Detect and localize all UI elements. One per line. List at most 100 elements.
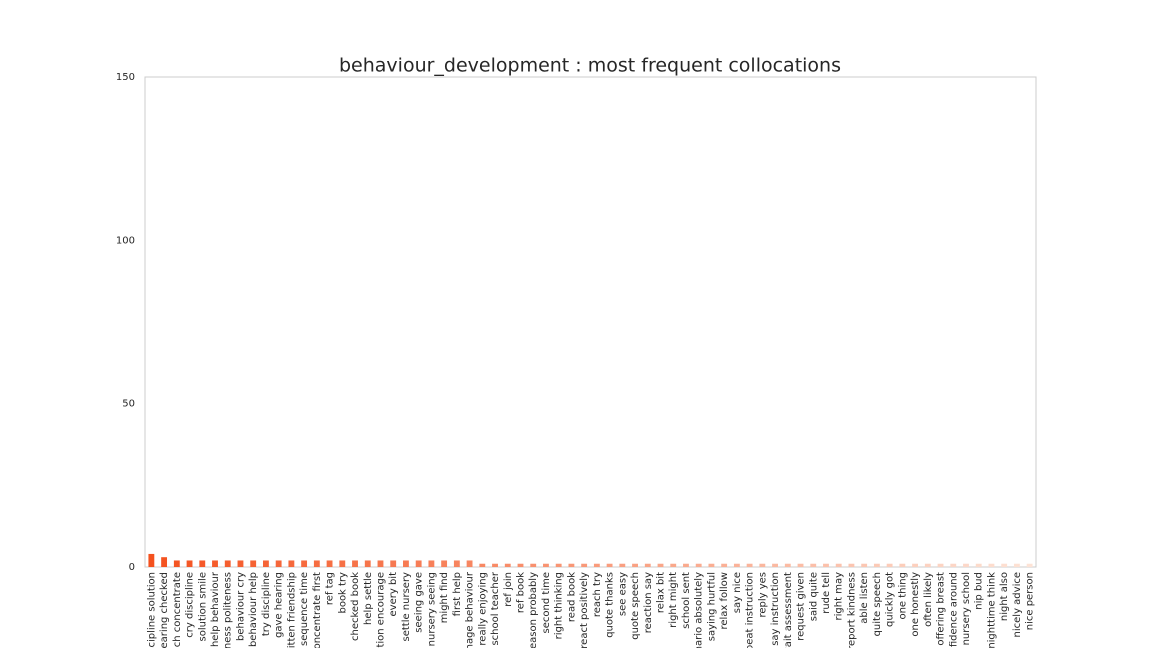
x-tick-label: wait assessment	[783, 572, 794, 648]
bar	[377, 560, 384, 567]
x-tick-label: school teacher	[490, 571, 501, 645]
bar	[517, 563, 524, 567]
bar	[899, 563, 906, 567]
y-tick-label: 100	[116, 235, 135, 246]
bar	[873, 563, 880, 567]
x-tick-label: react positively	[579, 572, 590, 648]
bar	[924, 563, 931, 567]
x-tick-label: teach concentrate	[172, 572, 183, 648]
x-tick-label: nighttime think	[986, 572, 997, 648]
bar	[988, 563, 995, 567]
x-tick-label: written friendship	[286, 572, 297, 648]
x-tick-label: repeat instruction	[745, 572, 756, 648]
bar	[161, 557, 168, 567]
bar	[352, 560, 358, 567]
bar	[492, 563, 498, 567]
bar	[784, 563, 791, 567]
x-tick-label: hearing checked	[159, 572, 170, 648]
bar	[772, 563, 778, 567]
bar	[581, 563, 588, 567]
x-tick-label: saying hurtful	[706, 572, 717, 641]
bar	[326, 560, 333, 567]
bar	[441, 560, 448, 567]
bar	[632, 563, 638, 567]
x-tick-label: reply yes	[757, 572, 768, 618]
x-tick-label: request given	[796, 572, 807, 641]
x-tick-label: solution encourage	[375, 572, 386, 648]
x-tick-label: cry discipline	[185, 572, 196, 638]
x-tick-label: say instruction	[770, 572, 781, 646]
bar	[746, 563, 753, 567]
bar	[823, 563, 829, 567]
x-tick-label: really enjoying	[477, 572, 488, 646]
bar	[950, 563, 957, 567]
bar	[479, 563, 486, 567]
x-tick-label: night also	[999, 572, 1010, 621]
bar	[275, 560, 282, 567]
bar	[237, 560, 244, 567]
x-tick-label: nursery school	[961, 572, 972, 645]
x-tick-label: first help	[452, 572, 463, 616]
x-tick-label: discipline solution	[146, 572, 157, 648]
x-tick-label: help behaviour	[210, 571, 221, 647]
x-tick-label: see easy	[617, 572, 628, 616]
bar	[975, 563, 982, 567]
bar	[1026, 563, 1033, 567]
bar	[733, 563, 740, 567]
bar	[466, 560, 473, 567]
bar	[835, 563, 842, 567]
x-tick-label: behaviour cry	[235, 572, 246, 641]
x-tick-label: right thinking	[554, 572, 565, 639]
x-tick-label: reach try	[592, 572, 603, 617]
x-tick-label: nice person	[1025, 572, 1036, 630]
bar	[568, 563, 575, 567]
bar	[504, 563, 511, 567]
bar	[721, 563, 728, 567]
x-tick-label: right might	[668, 572, 679, 628]
bar	[199, 560, 206, 567]
x-tick-label: ref join	[503, 572, 514, 607]
x-tick-label: quote thanks	[605, 572, 616, 638]
x-tick-label: quite speech	[872, 572, 883, 636]
bar	[593, 563, 600, 567]
bar	[555, 563, 562, 567]
bar	[262, 560, 269, 567]
bar	[543, 563, 549, 567]
bar	[937, 563, 944, 567]
bar	[861, 563, 868, 567]
x-tick-label: right may	[834, 572, 845, 621]
bar	[848, 563, 855, 567]
bar	[912, 563, 919, 567]
bar	[530, 563, 537, 567]
x-tick-label: concentrate first	[312, 572, 323, 648]
x-tick-label: help settle	[363, 572, 374, 625]
x-tick-label: relax follow	[719, 572, 730, 630]
bar	[606, 563, 613, 567]
x-tick-label: read book	[566, 572, 577, 622]
bar	[224, 560, 231, 567]
x-tick-label: nicely advice	[1012, 572, 1023, 637]
bar	[619, 563, 626, 567]
bar	[250, 560, 257, 567]
y-tick-label: 150	[116, 72, 135, 83]
bar	[301, 560, 308, 567]
x-tick-label: one honestly	[910, 572, 921, 637]
x-tick-label: offering breast	[936, 572, 947, 646]
x-tick-label: one thing	[897, 572, 908, 620]
x-tick-label: reaction say	[643, 572, 654, 633]
x-tick-label: try discipline	[261, 572, 272, 636]
x-tick-label: said quite	[808, 572, 819, 621]
x-tick-label: relax bit	[656, 572, 667, 613]
x-tick-label: able listen	[859, 572, 870, 624]
x-tick-label: sequence time	[299, 572, 310, 646]
bar	[339, 560, 346, 567]
x-tick-label: quote speech	[630, 572, 641, 640]
x-tick-label: scenario absolutely	[694, 572, 705, 648]
bar	[453, 560, 460, 567]
bar	[695, 563, 702, 567]
x-tick-label: school sent	[681, 572, 692, 629]
bar	[810, 563, 817, 567]
bar	[288, 560, 295, 567]
